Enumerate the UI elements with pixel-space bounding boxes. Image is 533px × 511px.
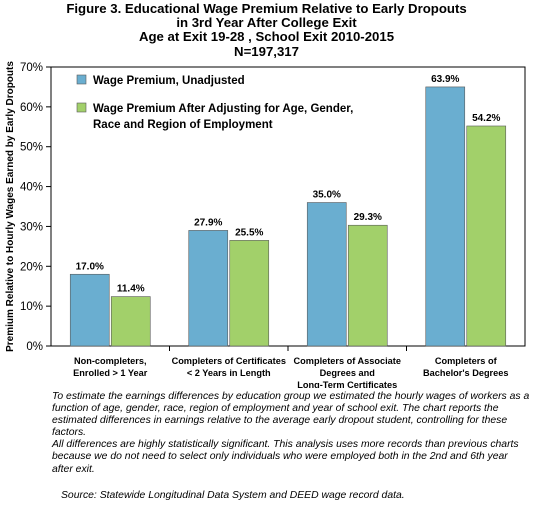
x-tick-label: < 2 Years in Length (187, 368, 271, 378)
bar (306, 202, 347, 347)
x-tick-label: Non-completers, (74, 356, 147, 366)
data-label: 63.9% (431, 74, 459, 85)
bar (466, 125, 507, 347)
y-axis-title: Premium Relative to Hourly Wages Earned … (5, 61, 16, 352)
x-tick-label: Long-Term Certificates (297, 380, 397, 388)
legend-label: Race and Region of Employment (93, 119, 273, 131)
data-label: 11.4% (117, 284, 145, 295)
bar (425, 86, 466, 347)
bar (229, 240, 270, 347)
title-line-4: N=197,317 (234, 43, 299, 59)
y-tick-label: 70% (20, 62, 43, 74)
data-label: 35.0% (313, 190, 341, 201)
x-tick-label: Completers of Associate (294, 356, 401, 366)
x-tick-label: Bachelor's Degrees (423, 368, 508, 378)
data-label: 27.9% (194, 217, 222, 228)
legend-label: Wage Premium After Adjusting for Age, Ge… (93, 103, 353, 115)
chart-notes: To estimate the earnings differences by … (52, 391, 530, 476)
data-label: 29.3% (354, 212, 382, 223)
title-line-2: in 3rd Year After College Exit (176, 15, 357, 31)
title-line-1: Figure 3. Educational Wage Premium Relat… (66, 1, 467, 16)
chart-title: Figure 3. Educational Wage Premium Relat… (0, 1, 533, 59)
data-label: 54.2% (472, 113, 500, 124)
y-tick-label: 0% (26, 341, 43, 353)
y-tick-label: 60% (20, 102, 43, 114)
y-tick-label: 10% (20, 301, 43, 313)
y-tick-label: 50% (20, 142, 43, 154)
title-line-3: Age at Exit 19-28 , School Exit 2010-201… (138, 29, 395, 45)
x-tick-label: Completers of Certificates (172, 356, 286, 366)
notes-paragraph-1: To estimate the earnings differences by … (52, 391, 530, 439)
x-tick-label: Enrolled > 1 Year (73, 368, 148, 378)
data-label: 25.5% (235, 227, 263, 238)
notes-paragraph-2: All differences are highly statistically… (52, 439, 519, 475)
bar-chart: 0% 10% 20% 30% 40% 50% 60% 70% Premium Relative … (5, 61, 526, 388)
bar (347, 224, 388, 347)
legend-swatch (76, 102, 87, 113)
source-note: Source: Statewide Longitudinal Data Syst… (61, 490, 405, 501)
y-tick-label: 20% (20, 261, 43, 273)
bar (69, 273, 110, 347)
x-tick-label: Completers of (435, 356, 498, 366)
y-tick-label: 30% (20, 221, 43, 233)
y-tick-label: 40% (20, 182, 43, 194)
bar (110, 296, 151, 347)
legend-label: Wage Premium, Unadjusted (93, 75, 245, 87)
legend-swatch (76, 74, 87, 85)
x-tick-label: Degrees and (320, 368, 375, 378)
bar (188, 230, 229, 347)
data-label: 17.0% (76, 261, 104, 272)
